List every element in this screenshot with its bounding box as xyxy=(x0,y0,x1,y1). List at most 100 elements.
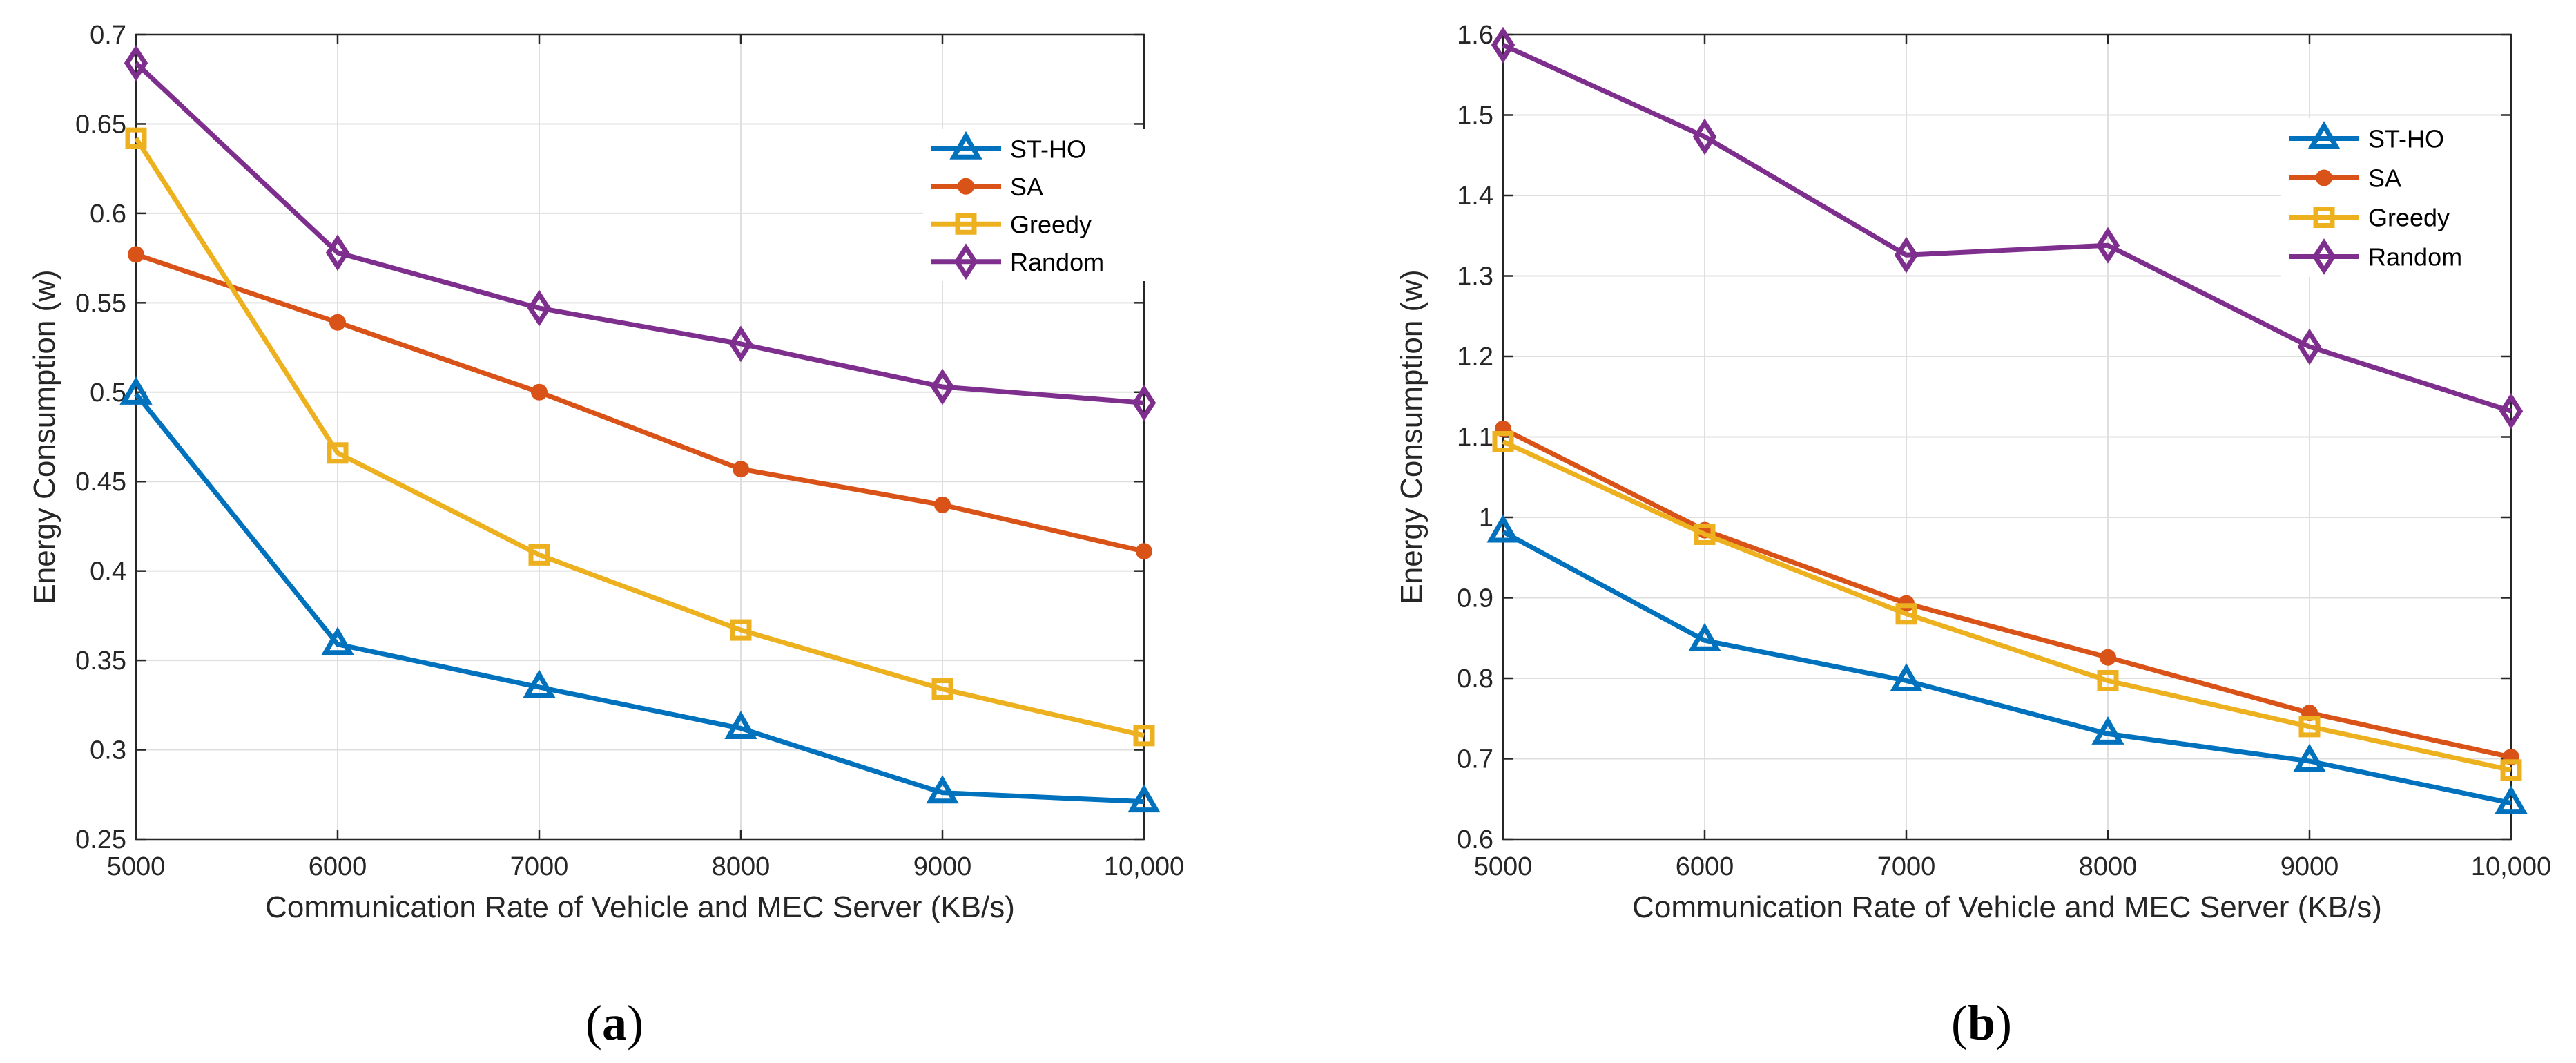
series-random xyxy=(1491,26,2524,430)
greedy-line xyxy=(1502,439,2512,773)
x-tick-label: 7000 xyxy=(1877,852,1936,881)
y-axis: 0.25 0.3 0.35 0.4 0.45 0.5 0.55 0.6 0.65 0.7 xyxy=(75,21,1144,854)
greedy-point xyxy=(2500,759,2522,781)
greedy-point xyxy=(528,544,550,566)
random-point xyxy=(527,289,552,327)
greedy-point xyxy=(125,127,147,149)
legend: ST-HO SA Greedy Random xyxy=(2281,118,2510,277)
caption-open-paren: ( xyxy=(1951,995,1968,1051)
series-sa xyxy=(128,246,1152,560)
legend-entry: Greedy xyxy=(1010,210,1092,238)
caption-open-paren: ( xyxy=(585,995,602,1051)
y-tick-label: 1.4 xyxy=(1457,182,1493,211)
y-tick-label: 0.8 xyxy=(1457,664,1493,693)
x-tick-label: 8000 xyxy=(712,852,771,881)
series-random xyxy=(124,45,1156,421)
x-tick-label: 10,000 xyxy=(1104,852,1184,881)
st-ho-point xyxy=(724,711,757,739)
x-tick-label: 10,000 xyxy=(2471,852,2551,881)
legend-entry: Greedy xyxy=(2368,204,2450,232)
y-tick-label: 1.1 xyxy=(1457,423,1493,452)
random-point xyxy=(930,368,955,405)
axes-box xyxy=(135,33,1145,841)
sa-point xyxy=(934,496,951,513)
y-tick-label: 1.3 xyxy=(1457,262,1493,291)
legend-entry: ST-HO xyxy=(1010,135,1086,163)
legend-entry: ST-HO xyxy=(2368,125,2444,153)
greedy-point xyxy=(1133,725,1155,747)
y-tick-label: 0.3 xyxy=(90,736,126,765)
y-tick-label: 0.35 xyxy=(75,647,126,676)
st-ho-point xyxy=(1688,622,1721,651)
x-tick-label: 5000 xyxy=(1474,852,1533,881)
y-tick-label: 1 xyxy=(1479,504,1493,533)
greedy-point xyxy=(1694,523,1716,545)
random-point xyxy=(1491,26,1515,64)
y-tick-label: 0.65 xyxy=(75,110,126,139)
random-line xyxy=(1502,42,2512,414)
greedy-point xyxy=(2097,669,2119,691)
caption-letter: a xyxy=(602,995,627,1051)
sa-point xyxy=(733,461,749,478)
series-st-ho xyxy=(119,376,1161,813)
y-tick-label: 0.5 xyxy=(90,379,126,408)
chart-b: 5000 6000 7000 8000 9000 10,000 0.6 0.7 0.8 0.9 1 1… xyxy=(1395,21,2551,1051)
greedy-point xyxy=(327,442,349,464)
caption-letter: b xyxy=(1968,995,1995,1051)
st-ho-point xyxy=(119,376,153,405)
caption-close-paren: ) xyxy=(627,995,643,1051)
greedy-point xyxy=(2298,716,2321,738)
chart-a: 5000 6000 7000 8000 9000 10,000 0.25 0.3 0.35 0.4… xyxy=(28,21,1184,1051)
y-axis-label: Energy Consumption (w) xyxy=(1395,269,1429,604)
random-point xyxy=(1132,384,1156,421)
sa-point xyxy=(531,383,548,401)
random-point xyxy=(728,325,753,363)
x-tick-label: 6000 xyxy=(309,852,367,881)
y-tick-label: 0.4 xyxy=(90,557,126,586)
greedy-line xyxy=(134,137,1145,738)
legend-marker xyxy=(2316,169,2332,186)
y-tick-label: 1.2 xyxy=(1457,343,1493,372)
legend: ST-HO SA Greedy Random xyxy=(923,129,1147,281)
st-ho-point xyxy=(523,669,556,698)
st-ho-point xyxy=(926,775,959,804)
legend-entry: SA xyxy=(2368,164,2401,193)
x-tick-label: 7000 xyxy=(510,852,569,881)
legend-marker xyxy=(958,178,974,195)
legend-entry: Random xyxy=(2368,243,2462,271)
series-st-ho xyxy=(1486,514,2528,814)
sa-point xyxy=(2100,649,2116,666)
y-axis-label: Energy Consumption (w) xyxy=(28,269,61,604)
series-greedy xyxy=(125,127,1155,747)
random-point xyxy=(2095,227,2120,264)
random-point xyxy=(2297,328,2322,365)
legend-marker xyxy=(2312,238,2336,275)
x-tick-label: 9000 xyxy=(2280,852,2339,881)
x-axis-label: Communication Rate of Vehicle and MEC Se… xyxy=(265,890,1015,924)
y-tick-label: 0.7 xyxy=(90,21,126,50)
sa-point xyxy=(329,314,346,331)
series-greedy xyxy=(1492,430,2522,781)
sa-point xyxy=(128,246,144,263)
random-point xyxy=(1692,118,1717,155)
sa-line xyxy=(1502,426,2512,760)
y-tick-label: 0.6 xyxy=(90,200,126,229)
st-ho-point xyxy=(1486,514,1520,543)
x-axis: 5000 6000 7000 8000 9000 10,000 xyxy=(1474,35,2551,881)
greedy-point xyxy=(730,619,752,641)
legend-marker xyxy=(2307,121,2341,149)
x-axis: 5000 6000 7000 8000 9000 10,000 xyxy=(107,35,1184,881)
st-ho-point xyxy=(1127,784,1161,813)
x-tick-label: 9000 xyxy=(913,852,972,881)
x-tick-label: 6000 xyxy=(1676,852,1734,881)
legend-entry: SA xyxy=(1010,173,1043,201)
legend-marker xyxy=(949,131,982,160)
greedy-point xyxy=(931,678,953,700)
y-tick-label: 0.45 xyxy=(75,468,126,497)
y-tick-label: 0.55 xyxy=(75,289,126,318)
y-axis: 0.6 0.7 0.8 0.9 1 1.1 1.2 1.3 1.4 1.5 1.6 xyxy=(1457,21,2511,854)
y-tick-label: 0.9 xyxy=(1457,584,1493,613)
greedy-point xyxy=(1492,430,1514,452)
st-ho-point xyxy=(321,626,354,655)
